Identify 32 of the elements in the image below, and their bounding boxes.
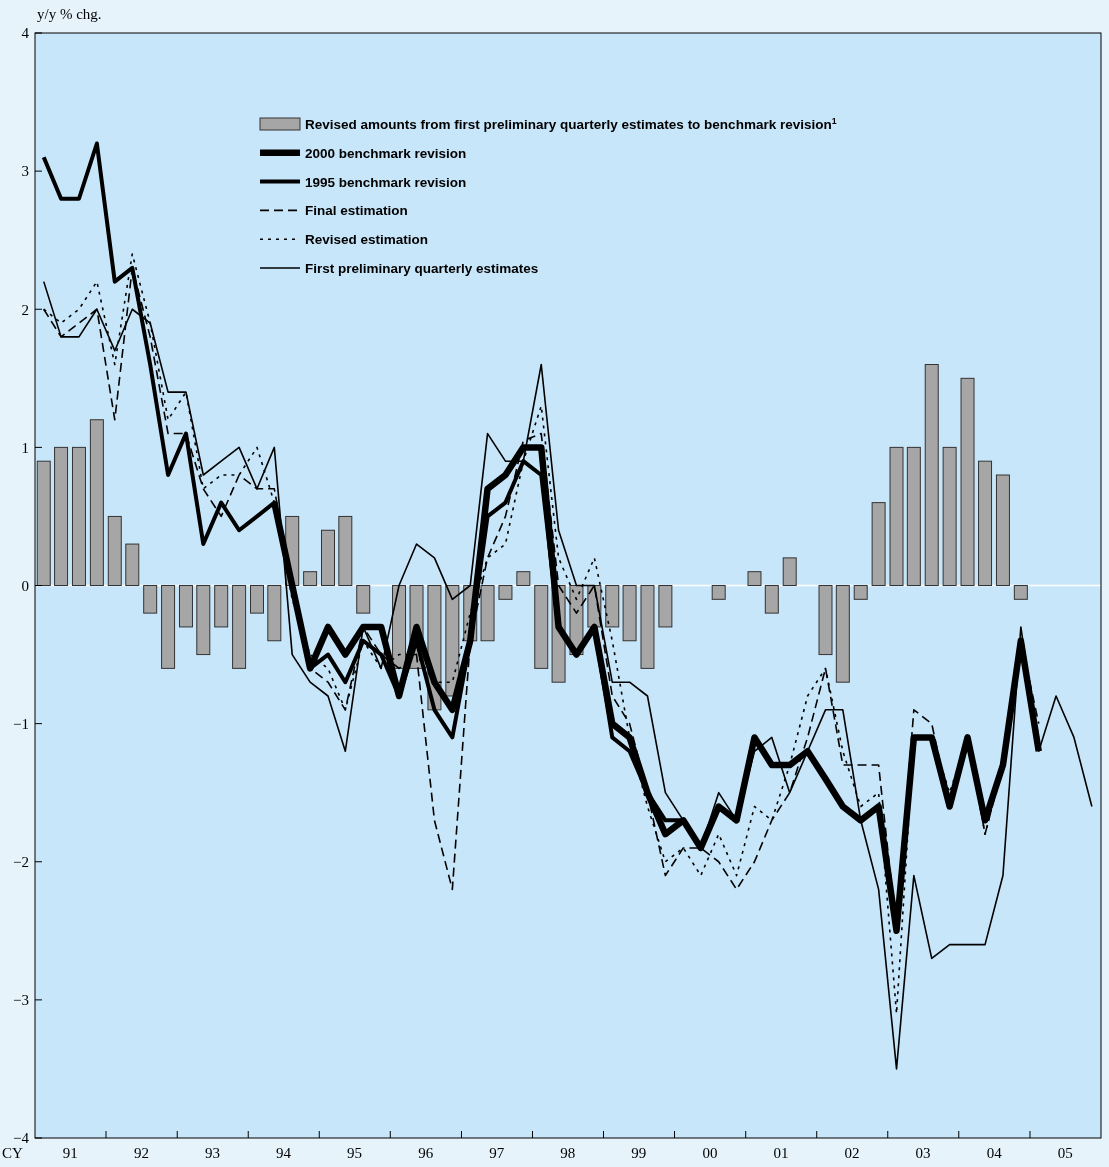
x-axis-title: CY [2,1145,23,1161]
x-tick-label: 94 [275,1145,292,1161]
x-tick-label: 97 [489,1145,505,1161]
legend-label: Revised estimation [305,232,429,248]
y-tick-label: −2 [13,854,29,870]
y-tick-label: 0 [21,577,29,594]
x-tick-label: 98 [560,1145,576,1161]
x-tick-label: 04 [986,1145,1003,1161]
legend-label: 2000 benchmark revision [305,145,467,161]
legend-label: First preliminary quarterly estimates [305,261,539,276]
x-tick-label: 99 [631,1145,647,1161]
y-tick-label: −4 [13,1130,30,1147]
y-tick-label: 2 [21,301,29,318]
x-tick-label: 03 [915,1145,931,1161]
y-tick-label: −3 [13,992,29,1009]
y-tick-label: 1 [21,439,29,456]
x-tick-label: 95 [346,1145,362,1161]
x-tick-label: 05 [1057,1145,1073,1161]
x-tick-label: 92 [133,1145,149,1161]
x-tick-label: 91 [62,1145,78,1161]
x-tick-label: 96 [418,1145,434,1161]
y-tick-label: 4 [21,25,30,42]
legend-label: 1995 benchmark revision [305,174,467,190]
y-tick-label: −1 [13,715,29,732]
legend-label: Revised amounts from first preliminary quarterly estimates to benchmark revision$^{1}$ [305,116,837,132]
x-tick-label: 02 [844,1145,860,1161]
x-tick-label: 93 [204,1145,220,1161]
x-tick-label: 01 [773,1145,789,1161]
x-tick-label: 00 [702,1145,718,1161]
legend-label: Final estimation [305,203,408,219]
y-tick-label: 3 [21,163,29,180]
y-axis-title: y/y % chg. [37,6,102,22]
